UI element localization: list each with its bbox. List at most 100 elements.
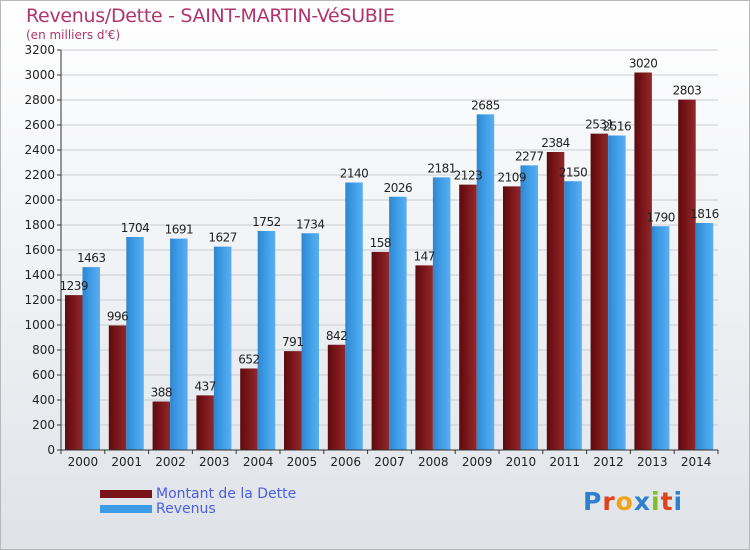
bar-revenus <box>476 114 495 450</box>
bar-revenus <box>170 238 188 450</box>
y-tick-label: 800 <box>32 343 55 357</box>
x-tick-label: 2007 <box>374 455 405 469</box>
y-tick-label: 2600 <box>24 118 55 132</box>
y-tick-label: 200 <box>32 418 55 432</box>
bar-dette <box>546 152 565 450</box>
logo-letter: P <box>583 487 603 516</box>
x-tick-label: 2010 <box>506 455 537 469</box>
x-tick-label: 2014 <box>681 455 712 469</box>
bar-dette <box>678 99 696 450</box>
data-label-revenus: 2277 <box>515 149 544 163</box>
data-label-revenus: 1752 <box>252 215 281 229</box>
logo-letter: i <box>651 487 661 516</box>
data-label-revenus: 2026 <box>384 181 413 195</box>
x-tick-label: 2002 <box>155 455 186 469</box>
data-label-dette: 791 <box>282 335 303 349</box>
bar-dette <box>65 295 83 450</box>
bar-dette <box>108 325 127 450</box>
data-label-dette: 1239 <box>59 279 88 293</box>
x-tick-label: 2009 <box>462 455 493 469</box>
bar-dette <box>459 184 477 450</box>
bar-revenus <box>257 231 276 450</box>
legend: Montant de la Dette Revenus <box>100 485 297 517</box>
y-tick-label: 3200 <box>24 43 55 57</box>
logo-letter: x <box>633 487 651 516</box>
proxiti-logo: Proxiti <box>583 487 683 516</box>
x-tick-label: 2005 <box>287 455 318 469</box>
x-tick-label: 2000 <box>68 455 99 469</box>
y-tick-label: 1000 <box>24 318 55 332</box>
data-label-dette: 996 <box>107 310 128 324</box>
data-label-dette: 2109 <box>497 170 526 184</box>
chart-subtitle: (en milliers d'€) <box>26 28 121 42</box>
legend-item-dette: Montant de la Dette <box>100 485 297 502</box>
bar-dette <box>415 265 433 450</box>
x-tick-label: 2004 <box>243 455 274 469</box>
y-tick-label: 400 <box>32 393 55 407</box>
legend-label-dette: Montant de la Dette <box>156 485 297 502</box>
x-tick-label: 2003 <box>199 455 230 469</box>
x-tick-label: 2006 <box>330 455 361 469</box>
data-label-revenus: 1704 <box>121 221 150 235</box>
y-tick-label: 0 <box>47 443 55 457</box>
legend-label-revenus: Revenus <box>156 500 216 517</box>
data-label-revenus: 2516 <box>603 120 632 134</box>
bar-dette <box>590 133 609 450</box>
logo-letter: r <box>602 487 616 516</box>
bar-dette <box>371 251 390 450</box>
bar-dette <box>284 351 302 450</box>
data-label-dette: 2803 <box>673 84 702 98</box>
data-label-dette: 842 <box>326 329 347 343</box>
bar-revenus <box>301 233 319 450</box>
logo-letter: i <box>673 487 684 516</box>
y-tick-label: 2200 <box>24 168 55 182</box>
y-tick-label: 2000 <box>24 193 55 207</box>
data-label-revenus: 1691 <box>165 223 194 237</box>
chart-title: Revenus/Dette - SAINT-MARTIN-VéSUBIE <box>26 5 395 27</box>
bar-revenus <box>651 226 670 450</box>
data-label-revenus: 2140 <box>340 167 369 181</box>
data-label-dette: 437 <box>194 379 215 393</box>
y-tick-label: 1400 <box>24 268 55 282</box>
data-label-dette: 652 <box>238 353 259 367</box>
data-label-revenus: 1627 <box>208 231 237 245</box>
data-label-dette: 2123 <box>454 169 483 183</box>
legend-swatch-dette <box>100 489 152 498</box>
y-tick-label: 1200 <box>24 293 55 307</box>
bar-dette <box>152 401 171 450</box>
bar-revenus <box>520 165 538 450</box>
y-tick-label: 3000 <box>24 68 55 82</box>
bar-revenus <box>432 177 451 450</box>
x-tick-label: 2012 <box>593 455 624 469</box>
bar-revenus <box>345 182 363 450</box>
bar-revenus <box>695 223 714 450</box>
bar-dette <box>634 72 652 450</box>
y-tick-label: 2400 <box>24 143 55 157</box>
bar-dette <box>503 186 521 450</box>
y-tick-label: 2800 <box>24 93 55 107</box>
data-label-dette: 158 <box>370 236 391 250</box>
bar-dette <box>196 395 214 450</box>
data-label-revenus: 1790 <box>646 210 675 224</box>
data-label-dette: 3020 <box>629 57 658 71</box>
data-label-dette: 2384 <box>541 136 570 150</box>
bar-revenus <box>608 135 626 450</box>
y-tick-label: 1600 <box>24 243 55 257</box>
legend-swatch-revenus <box>100 504 152 513</box>
logo-letter: t <box>660 487 674 516</box>
bar-revenus <box>213 246 232 450</box>
data-label-dette: 2531 <box>585 118 614 132</box>
logo-letter: o <box>615 487 634 516</box>
data-label-dette: 147 <box>413 249 434 263</box>
bar-dette <box>327 344 346 450</box>
data-label-revenus: 1463 <box>77 251 106 265</box>
bar-revenus <box>564 181 582 450</box>
data-label-dette: 388 <box>151 386 172 400</box>
x-tick-label: 2013 <box>637 455 668 469</box>
x-tick-label: 2011 <box>549 455 580 469</box>
data-label-revenus: 2685 <box>471 98 500 112</box>
data-label-revenus: 1734 <box>296 217 325 231</box>
x-tick-label: 2001 <box>111 455 142 469</box>
bar-revenus <box>126 237 144 450</box>
